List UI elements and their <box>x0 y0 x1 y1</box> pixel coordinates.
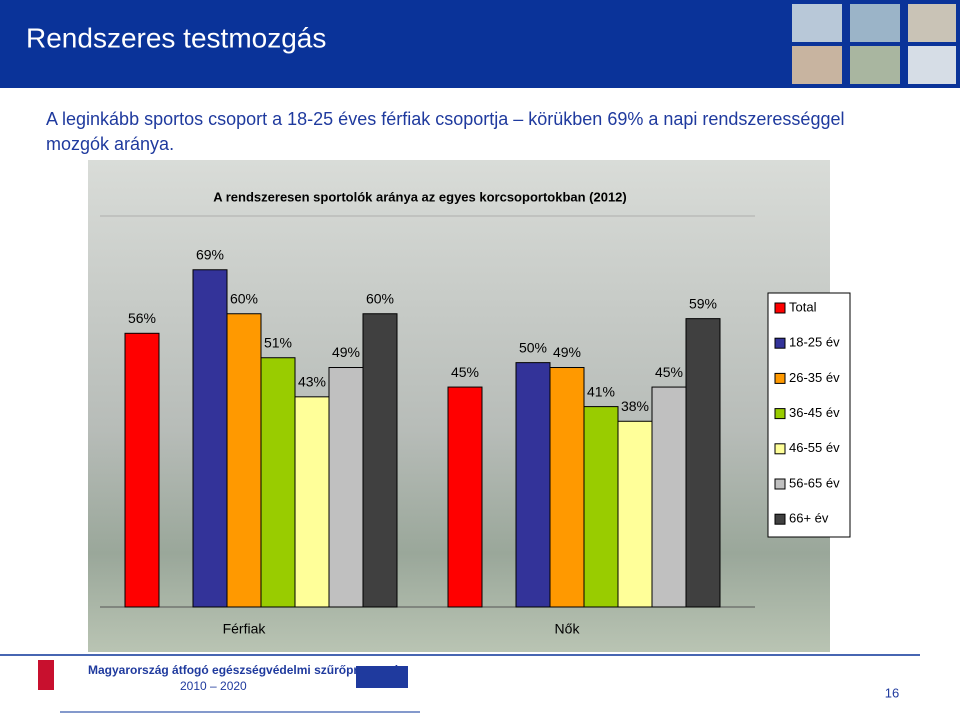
chart-title: A rendszeresen sportolók aránya az egyes… <box>213 189 627 204</box>
legend-swatch <box>774 337 786 349</box>
legend-swatch <box>774 513 786 525</box>
bar <box>294 396 330 608</box>
legend-label: 36-45 év <box>789 405 840 420</box>
slide-title: Rendszeres testmozgás <box>26 22 326 53</box>
bar <box>515 362 551 608</box>
x-tick-label: Férfiak <box>223 621 267 637</box>
footer-years: 2010 – 2020 <box>180 679 247 693</box>
bar <box>685 318 721 608</box>
legend-label: 18-25 év <box>789 335 840 350</box>
data-label: 59% <box>689 295 717 311</box>
legend-swatch <box>774 443 786 455</box>
legend-label: Total <box>789 299 817 314</box>
bar <box>617 420 653 608</box>
legend-swatch <box>774 478 786 490</box>
footer-logo <box>38 660 54 690</box>
data-label: 45% <box>655 364 683 380</box>
bar <box>447 386 483 608</box>
bar <box>124 332 160 608</box>
page-number: 16 <box>885 685 899 700</box>
legend-swatch <box>774 408 786 420</box>
legend-label: 26-35 év <box>789 370 840 385</box>
bar <box>226 313 262 608</box>
legend-swatch <box>774 372 786 384</box>
data-label: 45% <box>451 364 479 380</box>
legend-label: 46-55 év <box>789 440 840 455</box>
data-label: 43% <box>298 374 326 390</box>
data-label: 38% <box>621 398 649 414</box>
bar <box>328 367 364 608</box>
data-label: 49% <box>332 344 360 360</box>
bar <box>362 313 398 608</box>
data-label: 51% <box>264 334 292 350</box>
header-photos <box>792 4 956 84</box>
data-label: 41% <box>587 383 615 399</box>
data-label: 69% <box>196 246 224 262</box>
legend-label: 66+ év <box>789 511 829 526</box>
data-label: 60% <box>366 290 394 306</box>
bar <box>583 406 619 608</box>
eu-logo <box>356 666 408 688</box>
lead-text: A leginkább sportos csoport a 18-25 éves… <box>46 109 844 129</box>
bar <box>651 386 687 608</box>
data-label: 56% <box>128 310 156 326</box>
data-label: 60% <box>230 290 258 306</box>
bar <box>260 357 296 608</box>
legend-swatch <box>774 302 786 314</box>
lead-text: mozgók aránya. <box>46 134 174 154</box>
x-tick-label: Nők <box>555 621 581 637</box>
legend-label: 56-65 év <box>789 475 840 490</box>
bar <box>192 269 228 608</box>
bar <box>549 367 585 608</box>
footer-program: Magyarország átfogó egészségvédelmi szűr… <box>88 663 405 677</box>
data-label: 50% <box>519 339 547 355</box>
data-label: 49% <box>553 344 581 360</box>
